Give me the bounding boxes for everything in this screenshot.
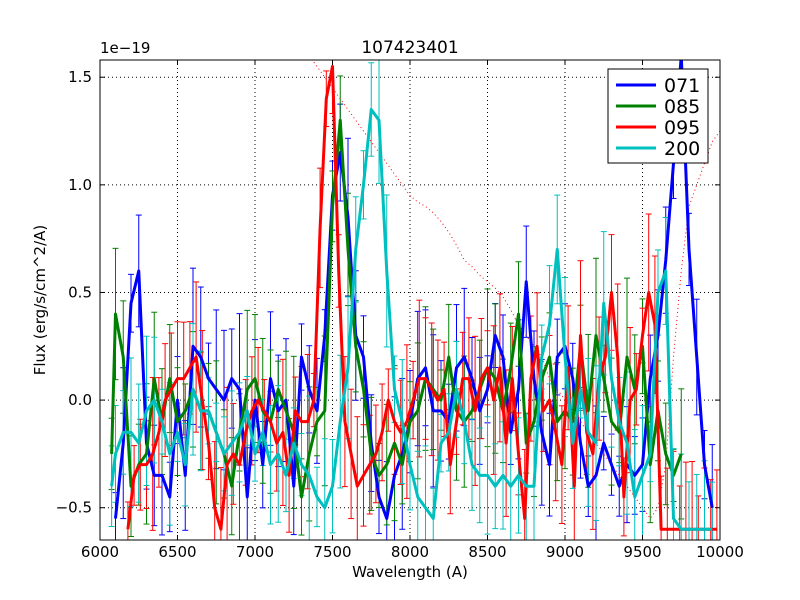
chart-title: 107423401 — [361, 38, 458, 58]
x-tick-label: 6000 — [81, 543, 119, 561]
y-tick-label: 1.0 — [68, 176, 92, 194]
x-tick-label: 10000 — [696, 543, 744, 561]
y-tick-label: 1.5 — [68, 68, 92, 86]
legend-label-085: 085 — [664, 96, 700, 118]
x-tick-label: 7000 — [236, 543, 274, 561]
x-tick-label: 8000 — [391, 543, 429, 561]
y-tick-label: 0.0 — [68, 391, 92, 409]
series-line-200 — [110, 108, 713, 531]
legend-label-071: 071 — [664, 75, 700, 97]
x-tick-label: 7500 — [313, 543, 351, 561]
x-tick-label: 9500 — [623, 543, 661, 561]
y-axis-label: Flux (erg/s/cm^2/A) — [31, 225, 49, 376]
legend-label-200: 200 — [664, 138, 700, 160]
x-tick-label: 8500 — [468, 543, 506, 561]
tick-layer: 6000 6500 7000 7500 8000 8500 9000 9500 10000 −0.… — [56, 60, 744, 561]
y-offset-label: 1e−19 — [100, 39, 150, 57]
series-layer — [110, 60, 717, 531]
series-line-095 — [126, 64, 717, 531]
y-tick-label: −0.5 — [56, 499, 92, 517]
x-tick-label: 9000 — [546, 543, 584, 561]
legend-label-095: 095 — [664, 117, 700, 139]
y-tick-label: 0.5 — [68, 283, 92, 301]
x-axis-label: Wavelength (A) — [352, 563, 468, 581]
x-tick-label: 6500 — [158, 543, 196, 561]
